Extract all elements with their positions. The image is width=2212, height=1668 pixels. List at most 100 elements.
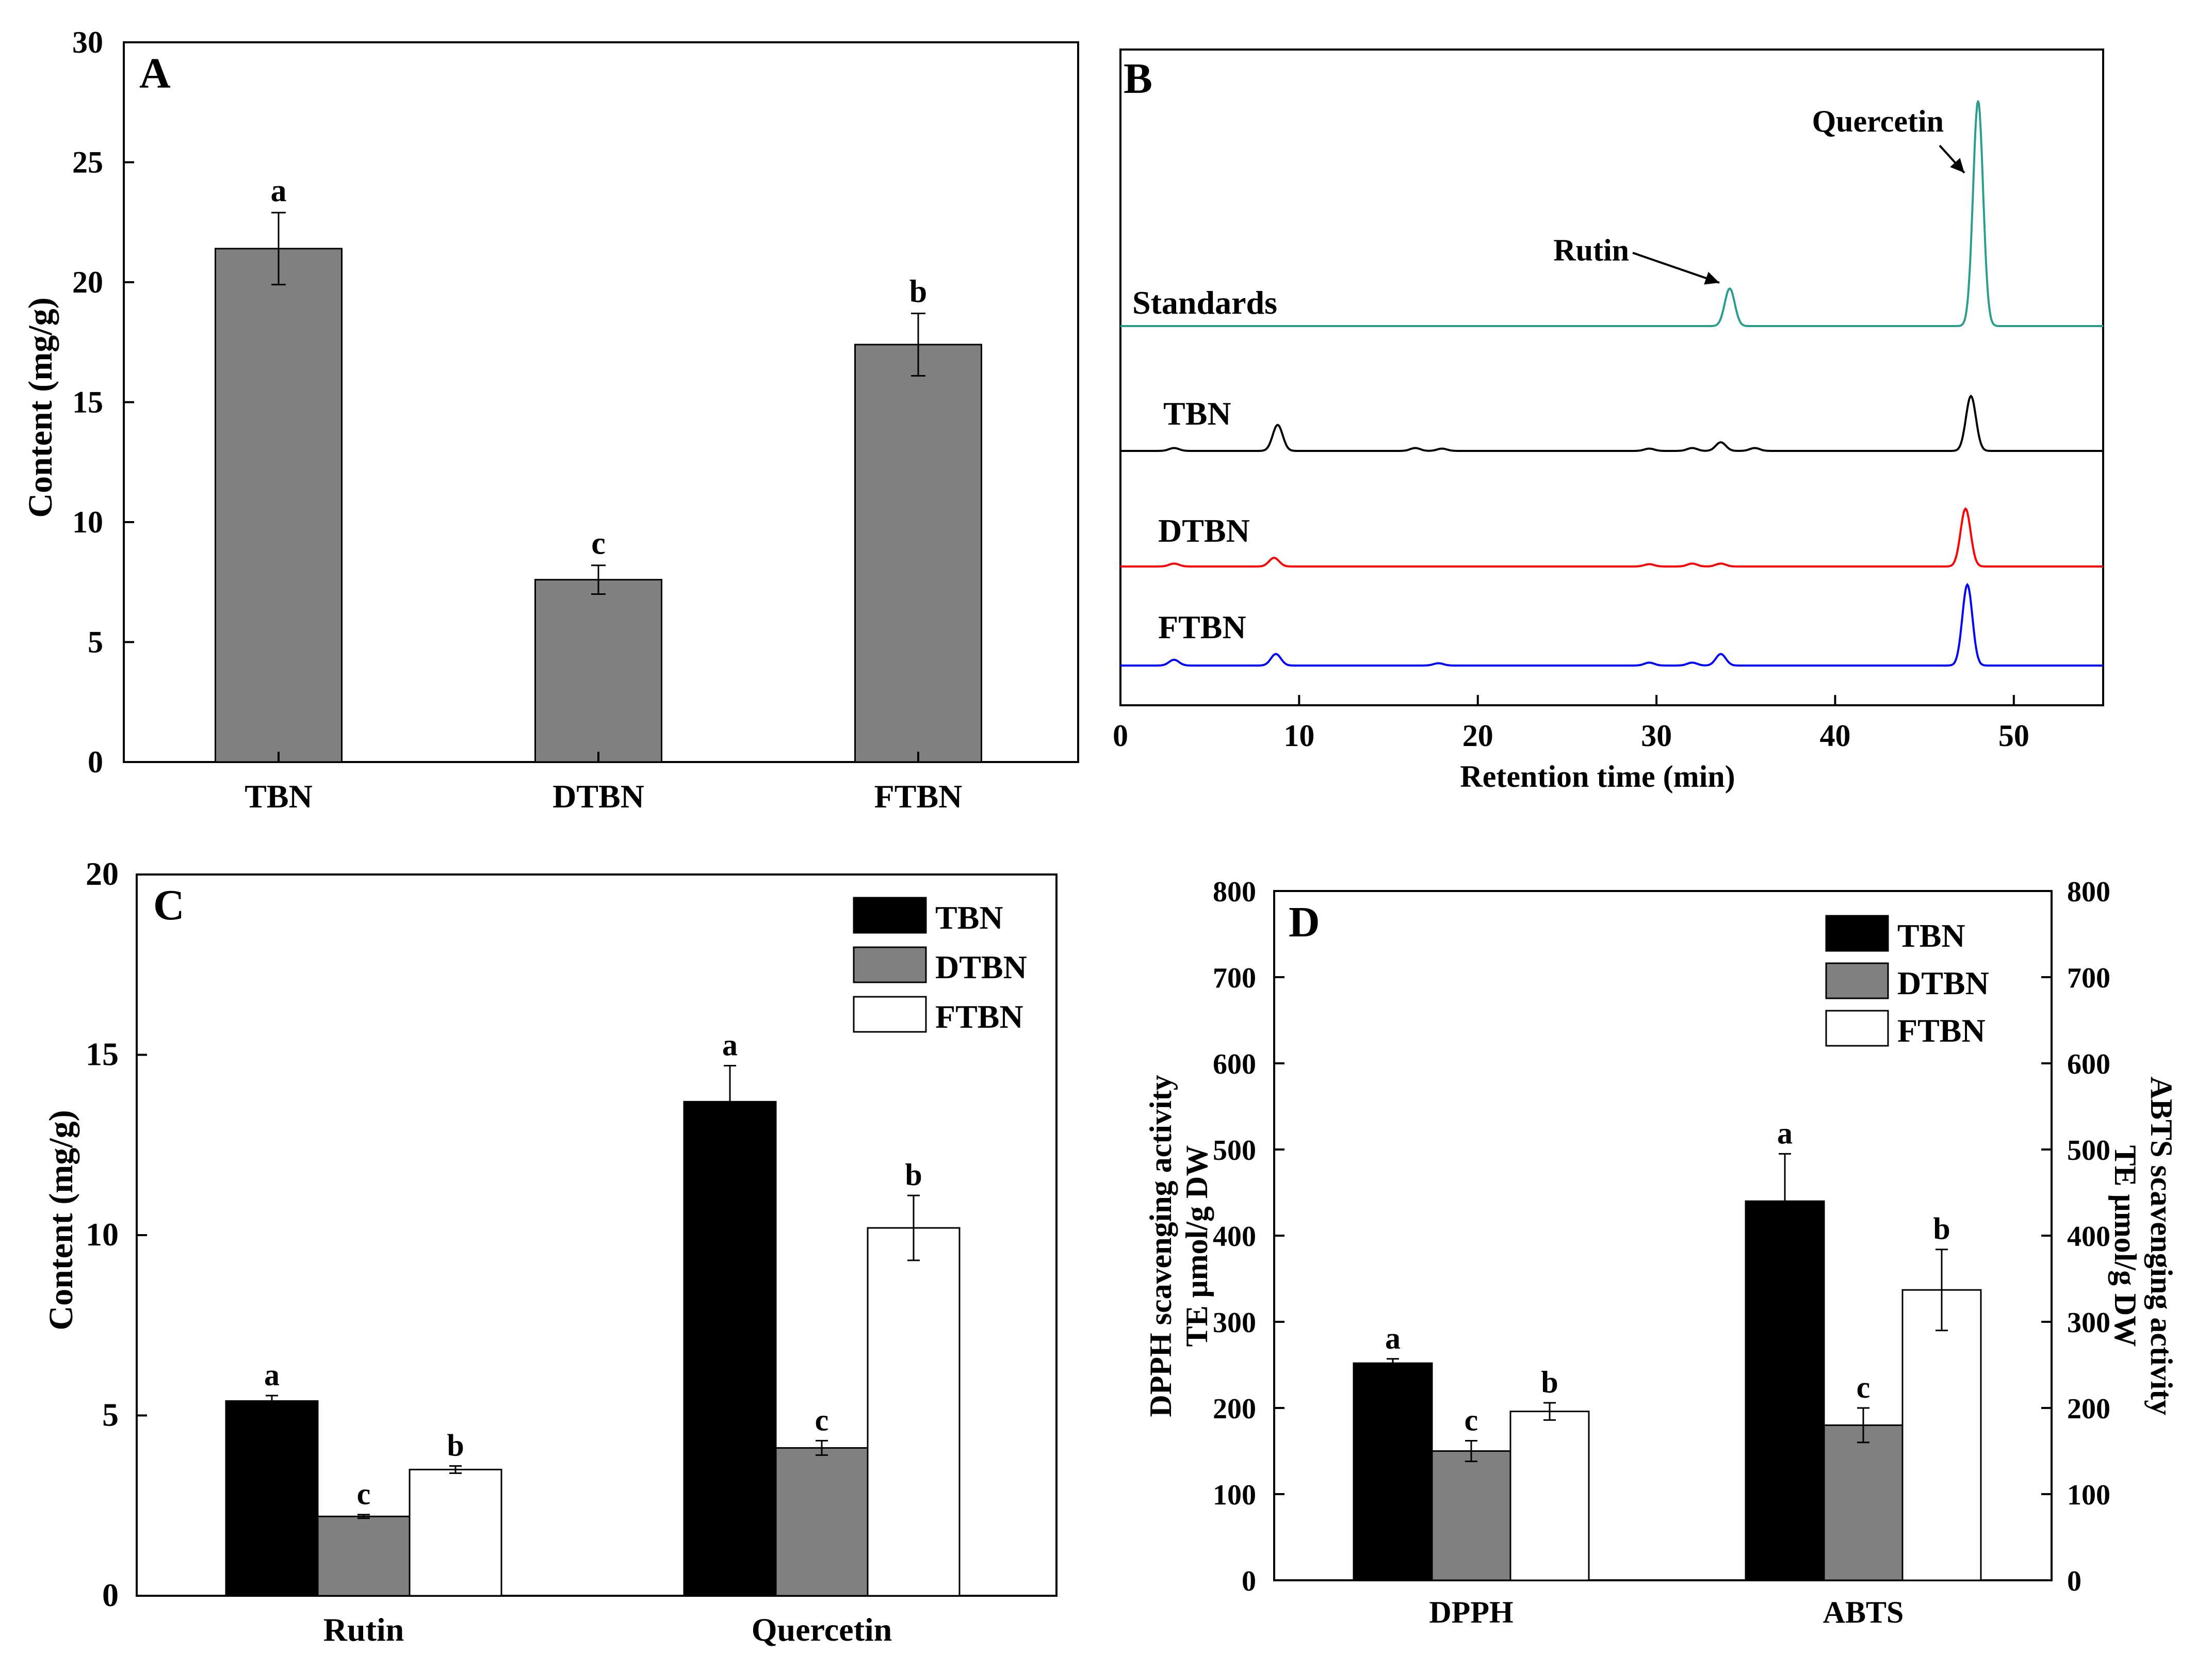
panel-b-xtick-label: 10 (1283, 719, 1314, 753)
chromatogram-label-FTBN: FTBN (1158, 609, 1246, 645)
chromatogram-Standards (1120, 100, 2103, 327)
panel-d-ytick-label-right: 700 (2067, 962, 2110, 994)
panel-b-letter: B (1124, 55, 1152, 103)
panel-d-sig-letter: b (1933, 1212, 1950, 1246)
quercetin-arrow-head (1950, 158, 1964, 173)
panel-d-ytick-label: 400 (1213, 1221, 1256, 1253)
rutin-annotation: Rutin (1553, 233, 1629, 267)
panel-a-ytick-label: 25 (72, 145, 103, 180)
quercetin-annotation: Quercetin (1812, 104, 1944, 138)
panel-c-bar-DTBN-Quercetin (775, 1447, 869, 1597)
panel-c-letter: C (153, 881, 185, 929)
panel-c-legend-swatch-DTBN (853, 946, 927, 983)
panel-d-letter: D (1289, 898, 1320, 946)
panel-c-legend-swatch-TBN (853, 897, 927, 934)
panel-a-ylabel: Content (mg/g) (22, 297, 59, 517)
panel-d-bar-FTBN-DPPH (1509, 1411, 1590, 1581)
panel-d-ytick-label: 100 (1213, 1479, 1256, 1511)
panel-d-legend-label-TBN: TBN (1897, 917, 1965, 954)
panel-d-ytick-label-right: 0 (2067, 1565, 2081, 1597)
chromatogram-FTBN (1120, 582, 2103, 667)
panel-c-ytick-label: 0 (102, 1577, 119, 1613)
panel-a-sig-letter: a (271, 173, 287, 208)
panel-b-frame (1119, 48, 2104, 706)
panel-d-legend-swatch-TBN (1825, 915, 1889, 952)
panel-d-sig-letter: c (1857, 1370, 1871, 1404)
panel-c-sig-letter: a (264, 1358, 280, 1392)
panel-a-sig-letter: c (591, 526, 606, 561)
panel-c-legend-swatch-FTBN (853, 996, 927, 1033)
panel-a-xtick-label: DTBN (552, 778, 644, 815)
panel-d-ytick-label-right: 800 (2067, 876, 2110, 908)
panel-d-bar-DTBN-DPPH (1431, 1450, 1511, 1581)
panel-c-bar-TBN-Quercetin (683, 1100, 777, 1597)
panel-d-ytick-label-right: 100 (2067, 1479, 2110, 1511)
panel-c-ytick-label: 20 (86, 855, 119, 892)
panel-d-ytick-label: 500 (1213, 1135, 1256, 1167)
panel-c-sig-letter: c (815, 1403, 829, 1437)
panel-c: 0 5 10 15 20 Rutin a c b Quercetin a c b TBN DTBN FTBN (86, 855, 1058, 1648)
panel-c-ylabel: Content (mg/g) (42, 1110, 80, 1330)
panel-d-ytick-label-right: 200 (2067, 1393, 2110, 1425)
chromatogram-DTBN (1120, 507, 2103, 568)
panel-b-xtick-label: 30 (1641, 719, 1672, 753)
panel-d-legend-label-DTBN: DTBN (1897, 965, 1989, 1001)
panel-a-ytick-label: 20 (72, 265, 103, 299)
panel-d-ytick-label: 800 (1213, 876, 1256, 908)
rutin-arrow-shaft (1632, 252, 1720, 284)
chromatogram-label-Standards: Standards (1132, 284, 1277, 321)
panel-c-legend-label-TBN: TBN (935, 899, 1003, 936)
panel-d-ytick-label: 200 (1213, 1393, 1256, 1425)
panel-a-ytick-label: 10 (72, 505, 103, 539)
panel-a-ytick-label: 5 (88, 625, 103, 659)
panel-d-bar-TBN-DPPH (1353, 1362, 1433, 1581)
panel-d-ytick-label-right: 600 (2067, 1048, 2110, 1080)
panel-b-xtick-label: 40 (1819, 719, 1850, 753)
panel-a-ytick-label: 0 (88, 745, 103, 779)
panel-d-xtick-label: ABTS (1823, 1595, 1904, 1629)
rutin-arrow-head (1704, 271, 1719, 285)
panel-d-ytick-label-right: 500 (2067, 1135, 2110, 1167)
panel-d-ytick-label-right: 300 (2067, 1307, 2110, 1339)
panel-c-sig-letter: a (722, 1028, 738, 1062)
panel-d-ytick-label: 600 (1213, 1048, 1256, 1080)
panel-c-bar-FTBN-Quercetin (867, 1227, 961, 1597)
panel-d-bar-DTBN-ABTS (1823, 1424, 1904, 1581)
panel-c-sig-letter: c (357, 1477, 371, 1511)
panel-d: 0 0 100 100 200 200 300 300 400 400 500 500 600 600 70… (1213, 876, 2110, 1629)
panel-b-xlabel: Retention time (min) (1460, 759, 1735, 793)
panel-c-xtick-label: Rutin (323, 1611, 404, 1648)
panel-d-legend-swatch-FTBN (1825, 1010, 1889, 1047)
chromatogram-label-TBN: TBN (1163, 395, 1231, 432)
panel-d-sig-letter: a (1385, 1321, 1401, 1355)
panel-c-ytick-label: 15 (86, 1036, 119, 1073)
panel-a-xtick-label: TBN (245, 778, 313, 815)
panel-b: 0 10 20 30 40 50 Standards TBN DTBN FTBN (1113, 48, 2104, 753)
panel-d-bar-TBN-ABTS (1745, 1200, 1825, 1581)
panel-a-bar-TBN (215, 248, 343, 763)
panel-b-xtick-label: 20 (1462, 719, 1493, 753)
panel-c-ytick-label: 5 (102, 1397, 119, 1433)
chromatogram-TBN (1120, 394, 2103, 452)
panel-d-legend-label-FTBN: FTBN (1897, 1012, 1986, 1049)
panel-d-ylabel-right-line2: TE μmol/g DW (2108, 1145, 2142, 1347)
panel-a: 0 5 10 15 20 25 30 a TBN c DTBN b FTBN (72, 25, 1079, 815)
panel-c-sig-letter: b (447, 1428, 464, 1462)
panel-d-sig-letter: b (1541, 1365, 1558, 1399)
panel-d-ytick-label: 0 (1242, 1565, 1256, 1597)
panel-c-xtick-label: Quercetin (752, 1611, 892, 1648)
panel-d-ytick-label: 700 (1213, 962, 1256, 994)
panel-d-ylabel-left-line1: DPPH scavenging activity (1144, 1075, 1178, 1417)
panel-d-legend-swatch-DTBN (1825, 962, 1889, 999)
panel-c-legend-label-DTBN: DTBN (935, 949, 1027, 985)
panel-d-ytick-label-right: 400 (2067, 1221, 2110, 1253)
panel-c-legend-label-FTBN: FTBN (935, 998, 1023, 1035)
panel-c-ytick-label: 10 (86, 1216, 119, 1253)
panel-a-xtick-label: FTBN (874, 778, 963, 815)
panel-d-sig-letter: a (1777, 1116, 1793, 1150)
panel-d-ylabel-left-line2: TE μmol/g DW (1180, 1145, 1214, 1347)
panel-d-bar-FTBN-ABTS (1901, 1289, 1982, 1581)
panel-a-bar-FTBN (854, 344, 982, 763)
panel-c-bar-TBN-Rutin (225, 1400, 319, 1597)
